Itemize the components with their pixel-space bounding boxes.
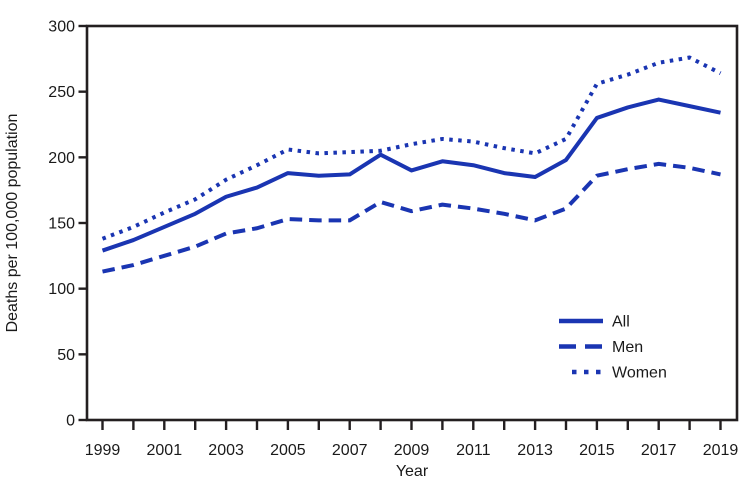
y-tick-label: 250 <box>48 84 75 101</box>
x-tick-label: 2007 <box>332 442 368 459</box>
series-lines <box>101 55 722 274</box>
y-tick-label: 200 <box>48 150 75 167</box>
y-tick-label: 50 <box>57 347 75 364</box>
x-tick-label: 2015 <box>579 442 615 459</box>
series-line-all <box>101 97 721 253</box>
y-tick-label: 0 <box>66 413 75 430</box>
y-tick-label: 100 <box>48 281 75 298</box>
y-axis-title: Deaths per 100,000 population <box>4 114 21 333</box>
x-tick-label: 2009 <box>394 442 430 459</box>
y-tick-label: 300 <box>48 19 75 36</box>
x-tick-label: 2001 <box>147 442 183 459</box>
legend: All Men Women <box>559 314 667 382</box>
x-axis-title: Year <box>396 463 429 480</box>
series-line-men <box>102 161 721 274</box>
legend-label-all: All <box>612 314 630 331</box>
plot-frame <box>85 24 739 422</box>
x-tick-label: 2003 <box>208 442 244 459</box>
x-tick-label: 2019 <box>703 442 739 459</box>
y-axis: 0 50 100 150 200 250 300 <box>48 19 87 430</box>
x-tick-label: 2011 <box>456 442 491 459</box>
plot-border <box>85 24 739 422</box>
legend-label-men: Men <box>612 339 643 356</box>
x-tick-label: 2013 <box>517 442 553 459</box>
x-tick-label: 2017 <box>641 442 677 459</box>
x-tick-label: 1999 <box>85 442 121 459</box>
y-tick-label: 150 <box>48 216 75 233</box>
x-axis: 1999 2001 2003 2005 2007 2009 2011 2013 2015 2017… <box>85 421 739 459</box>
x-tick-label: 2005 <box>270 442 306 459</box>
legend-label-women: Women <box>612 365 667 382</box>
